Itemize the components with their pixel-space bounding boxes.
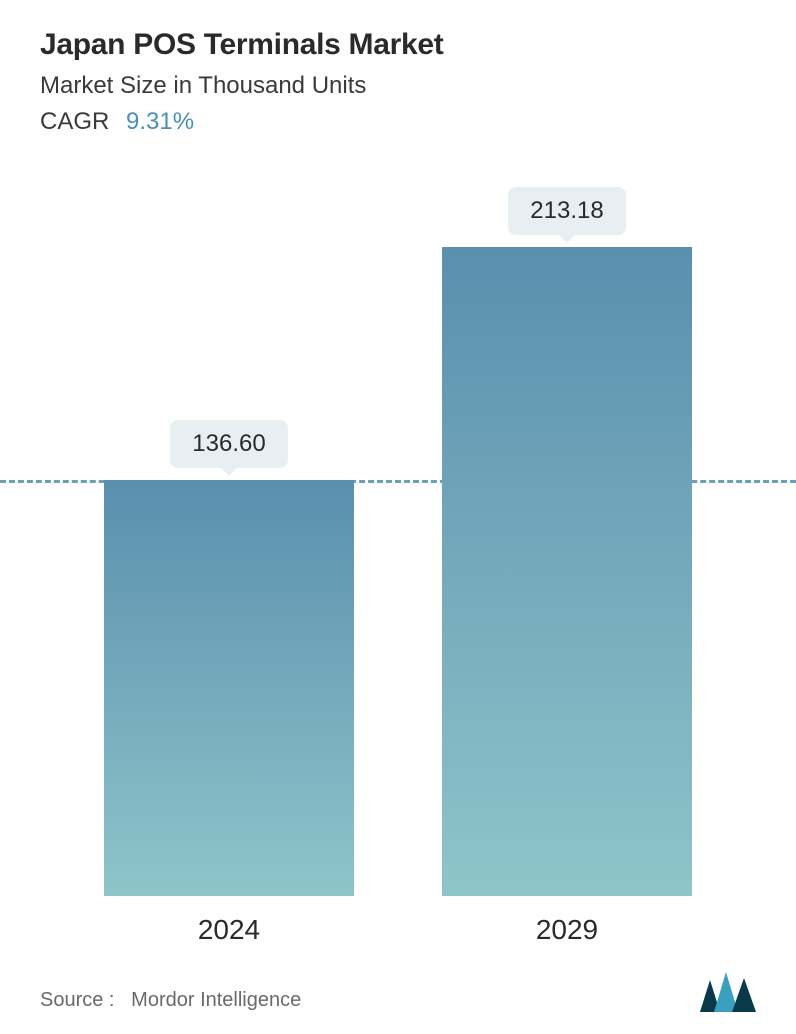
chart-title: Japan POS Terminals Market (40, 28, 756, 62)
cagr-label: CAGR (40, 108, 109, 135)
bar-value-badge: 136.60 (170, 420, 287, 468)
x-axis-label: 2029 (432, 914, 702, 946)
bar-group: 213.18 (432, 187, 702, 896)
bars-container: 136.60213.18 (40, 196, 756, 896)
bar-group: 136.60 (94, 420, 364, 896)
bar (104, 480, 354, 896)
chart-footer: Source : Mordor Intelligence (40, 972, 756, 1012)
bar (442, 247, 692, 896)
source-text: Source : Mordor Intelligence (40, 989, 301, 1012)
x-axis-labels: 2024 2029 (40, 914, 756, 946)
cagr-value: 9.31% (126, 108, 194, 135)
bar-value-badge: 213.18 (508, 187, 625, 235)
chart-plot-area: 136.60213.18 (40, 196, 756, 896)
chart-subtitle: Market Size in Thousand Units (40, 72, 756, 100)
mordor-logo-icon (700, 972, 756, 1012)
chart-header: Japan POS Terminals Market Market Size i… (0, 0, 796, 146)
x-axis-label: 2024 (94, 914, 364, 946)
cagr-row: CAGR 9.31% (40, 108, 756, 136)
